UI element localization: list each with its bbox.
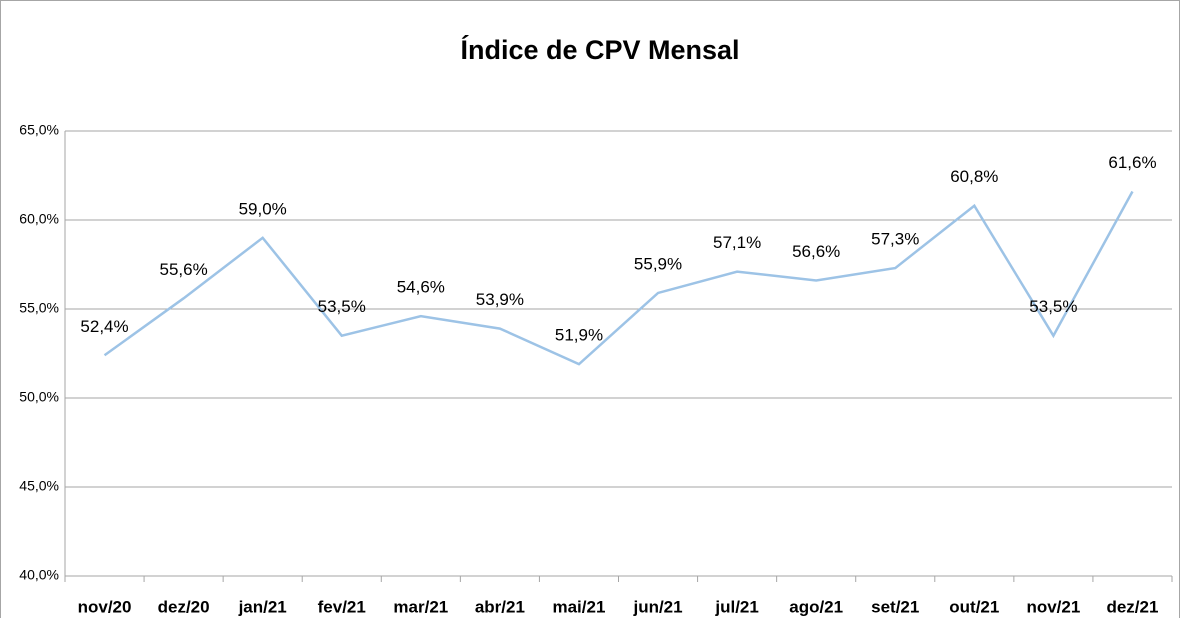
y-tick-label: 55,0% [19,300,59,316]
data-label: 57,1% [713,233,761,252]
x-tick-label: jul/21 [714,597,758,616]
data-label: 55,6% [160,260,208,279]
y-tick-label: 65,0% [19,122,59,138]
x-tick-label: nov/21 [1026,597,1080,616]
x-tick-label: mai/21 [552,597,605,616]
data-label: 53,5% [1029,297,1077,316]
x-tick-label: abr/21 [475,597,525,616]
y-tick-label: 60,0% [19,211,59,227]
x-tick-label: fev/21 [318,597,366,616]
data-label: 51,9% [555,326,603,345]
data-label: 54,6% [397,278,445,297]
data-label: 60,8% [950,167,998,186]
data-label: 59,0% [239,199,287,218]
y-tick-label: 50,0% [19,389,59,405]
y-tick-label: 45,0% [19,478,59,494]
line-series [103,190,1134,366]
x-tick-label: ago/21 [789,597,843,616]
x-tick-label: nov/20 [78,597,132,616]
x-tick-label: set/21 [871,597,919,616]
data-label: 53,5% [318,297,366,316]
x-tick-label: mar/21 [393,597,448,616]
x-tick-label: out/21 [949,597,999,616]
x-tick-label: jun/21 [632,597,682,616]
data-label: 52,4% [80,317,128,336]
x-tick-label: dez/21 [1106,597,1158,616]
data-label: 53,9% [476,290,524,309]
x-tick-label: jan/21 [238,597,287,616]
data-label: 55,9% [634,254,682,273]
data-label: 61,6% [1108,153,1156,172]
data-label: 57,3% [871,230,919,249]
chart-title: Índice de CPV Mensal [460,34,739,65]
data-label: 56,6% [792,242,840,261]
y-tick-label: 40,0% [19,567,59,583]
x-tick-label: dez/20 [158,597,210,616]
